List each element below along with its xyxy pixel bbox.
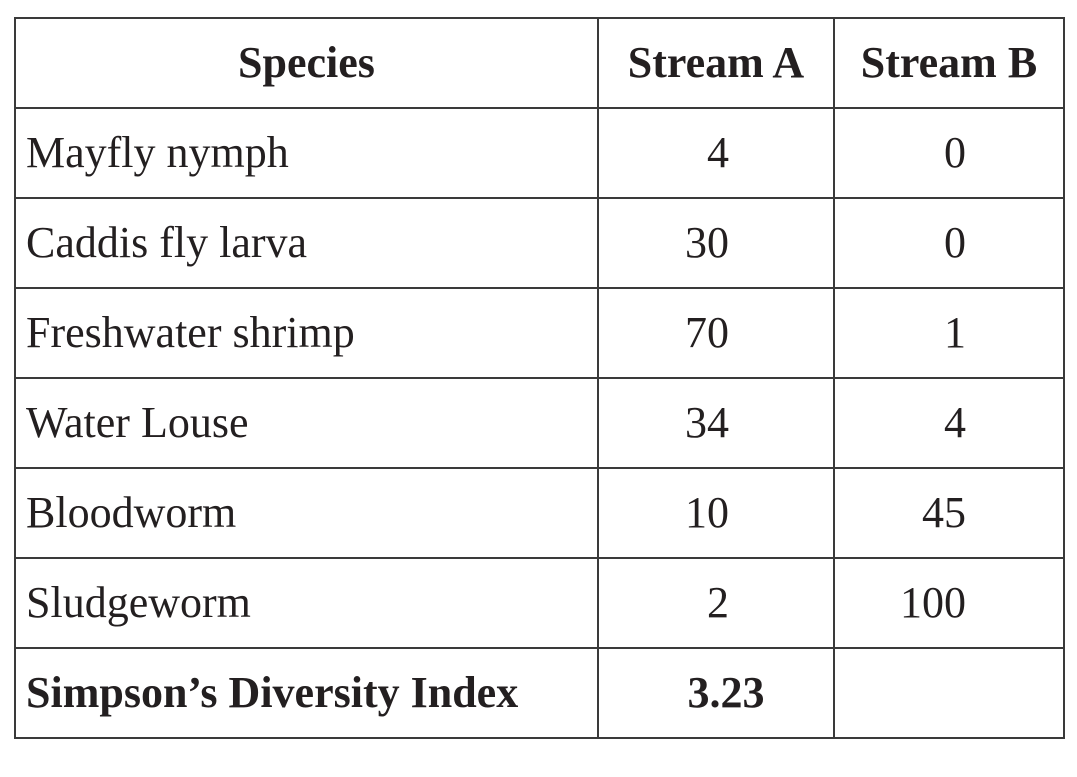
table-row: Bloodworm 10 45 xyxy=(14,467,1065,559)
table-body: Mayfly nymph 4 0 Caddis fly larva 30 0 Freshwa… xyxy=(14,107,1065,739)
species-name: Freshwater shrimp xyxy=(14,287,599,379)
empty-cell xyxy=(833,647,1065,739)
count-cell: 4 xyxy=(833,377,1065,469)
species-name: Mayfly nymph xyxy=(14,107,599,199)
count-cell: 4 xyxy=(597,107,835,199)
species-name: Caddis fly larva xyxy=(14,197,599,289)
count-cell: 0 xyxy=(833,107,1065,199)
species-table: Species Stream A Stream B Mayfly nymph 4 0… xyxy=(14,17,1065,739)
species-name: Sludgeworm xyxy=(14,557,599,649)
footer-label: Simpson’s Diversity Index xyxy=(14,647,599,739)
count-cell: 34 xyxy=(597,377,835,469)
table-row: Caddis fly larva 30 0 xyxy=(14,197,1065,289)
count-cell: 70 xyxy=(597,287,835,379)
column-header: Stream A xyxy=(597,17,835,109)
count-cell: 10 xyxy=(597,467,835,559)
count-cell: 100 xyxy=(833,557,1065,649)
footer-row: Simpson’s Diversity Index 3.23 xyxy=(14,647,1065,739)
count-cell: 45 xyxy=(833,467,1065,559)
table-row: Mayfly nymph 4 0 xyxy=(14,107,1065,199)
species-name: Bloodworm xyxy=(14,467,599,559)
table-row: Water Louse 34 4 xyxy=(14,377,1065,469)
column-header: Stream B xyxy=(833,17,1065,109)
index-value: 3.23 xyxy=(597,647,835,739)
count-cell: 30 xyxy=(597,197,835,289)
species-name: Water Louse xyxy=(14,377,599,469)
count-cell: 0 xyxy=(833,197,1065,289)
table-row: Sludgeworm 2 100 xyxy=(14,557,1065,649)
table-row: Freshwater shrimp 70 1 xyxy=(14,287,1065,379)
table-head: Species Stream A Stream B xyxy=(14,17,1065,109)
header-row: Species Stream A Stream B xyxy=(14,17,1065,109)
count-cell: 1 xyxy=(833,287,1065,379)
count-cell: 2 xyxy=(597,557,835,649)
column-header: Species xyxy=(14,17,599,109)
